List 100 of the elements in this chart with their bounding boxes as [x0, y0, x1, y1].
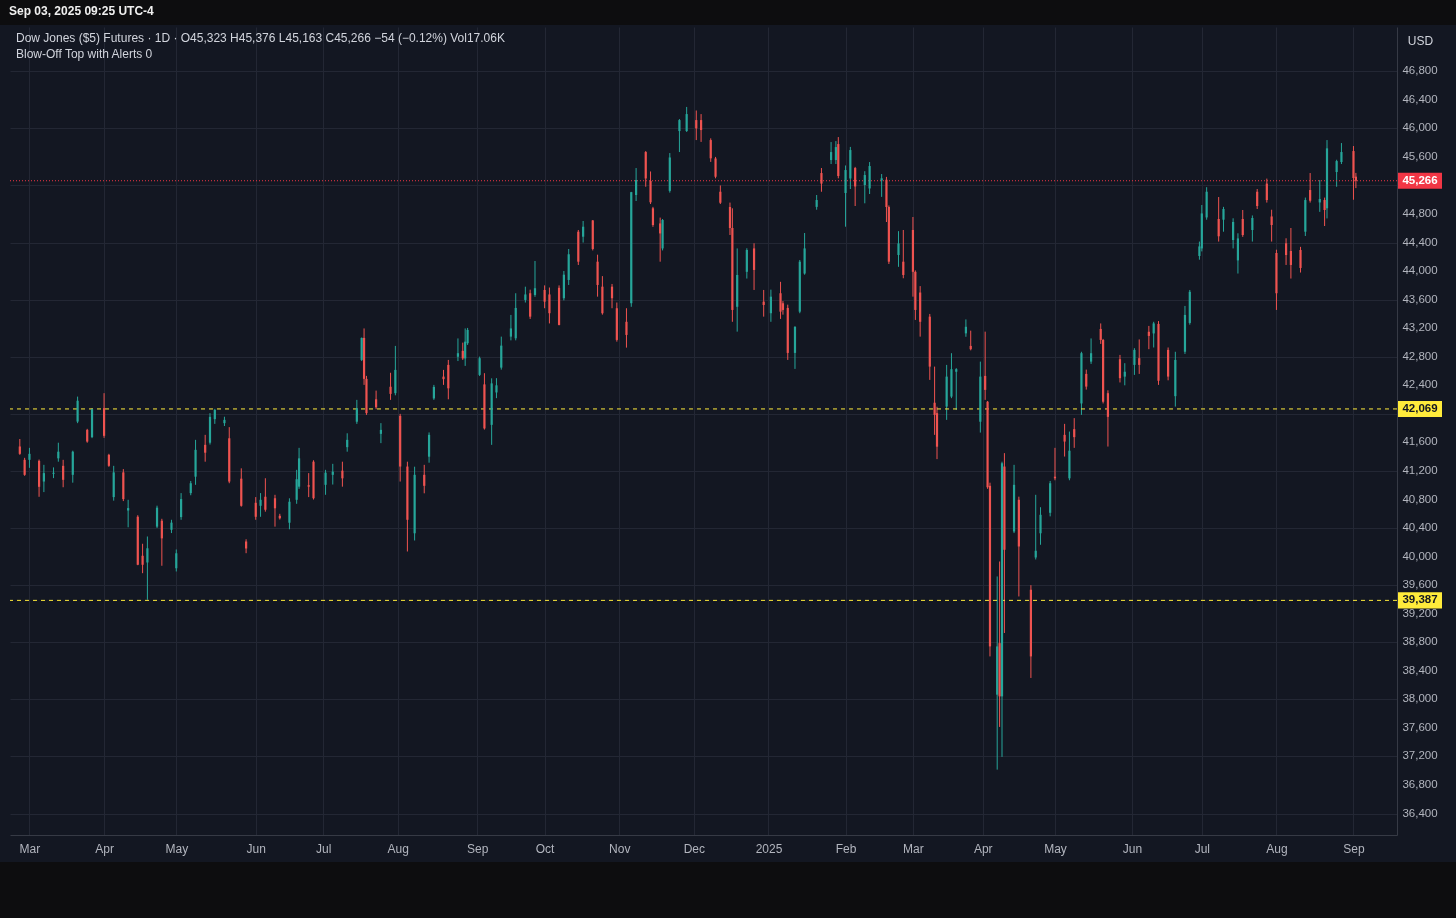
y-tick-label: 39,600	[1402, 578, 1438, 591]
candlestick	[678, 118, 681, 153]
candlestick	[1232, 217, 1235, 249]
candlestick	[423, 464, 426, 494]
candlestick	[709, 137, 712, 163]
candlestick	[456, 337, 460, 362]
candlestick	[897, 230, 900, 268]
candlestick	[324, 469, 327, 496]
candlestick	[596, 254, 599, 298]
candlestick	[264, 477, 267, 513]
candlestick	[427, 431, 431, 464]
candlestick	[495, 377, 498, 399]
candlestick	[1323, 197, 1326, 227]
candlestick	[533, 260, 537, 298]
x-tick-label: Aug	[387, 841, 409, 856]
candlestick	[389, 372, 392, 401]
y-tick-label: 41,600	[1402, 435, 1438, 448]
y-tick-label: 38,000	[1402, 692, 1438, 705]
y-tick-label: 44,800	[1402, 207, 1438, 220]
candlestick	[155, 505, 159, 529]
candlestick	[307, 472, 310, 498]
candlestick	[634, 167, 638, 202]
candlestick	[394, 345, 397, 396]
candlestick	[1063, 423, 1066, 458]
y-tick-label: 43,200	[1402, 321, 1438, 334]
candlestick	[1152, 321, 1155, 348]
candlestick	[180, 492, 183, 521]
y-tick-label: 46,800	[1402, 64, 1438, 77]
y-tick-label: 36,400	[1402, 806, 1438, 819]
candlestick	[1236, 232, 1240, 275]
candlestick	[529, 289, 532, 320]
candlestick	[714, 156, 717, 179]
candlestick	[1299, 246, 1302, 274]
ref-line-label: 45,266	[1402, 173, 1438, 186]
candlestick	[62, 459, 65, 488]
x-tick-label: Jun	[1122, 841, 1143, 856]
candlestick	[1241, 209, 1244, 238]
y-tick-label: 42,400	[1402, 378, 1438, 391]
y-tick-label: 41,200	[1402, 463, 1438, 476]
candlestick	[902, 229, 905, 279]
candlestick	[360, 336, 363, 362]
candlestick	[509, 314, 513, 341]
candlestick	[141, 543, 144, 574]
candlestick	[745, 247, 748, 280]
candlestick	[1085, 369, 1088, 391]
x-tick-label: Apr	[973, 841, 993, 856]
candlestick	[1335, 159, 1338, 188]
candlestick	[1118, 354, 1122, 383]
y-tick-label: 38,400	[1402, 663, 1438, 676]
candlestick	[779, 281, 782, 320]
x-tick-label: Dec	[683, 841, 706, 856]
y-tick-label: 43,600	[1402, 292, 1438, 305]
candlestick	[548, 287, 551, 324]
candlestick	[76, 396, 79, 424]
candlestick	[1284, 237, 1288, 266]
x-tick-label: Aug	[1266, 841, 1288, 856]
y-tick-label: 44,000	[1402, 264, 1438, 277]
y-tick-label: 37,200	[1402, 749, 1438, 762]
y-tick-label: 37,600	[1402, 720, 1438, 733]
candlestick	[1289, 227, 1292, 280]
y-axis-title: USD	[1407, 33, 1434, 48]
candlestick	[719, 184, 722, 205]
y-tick-label: 40,400	[1402, 521, 1438, 534]
x-tick-label: 2025	[755, 841, 783, 856]
y-tick-label: 40,000	[1402, 549, 1438, 562]
candlestick	[868, 161, 871, 195]
x-tick-label: Feb	[835, 841, 857, 856]
candlestick	[259, 492, 262, 518]
y-tick-label: 44,400	[1402, 235, 1438, 248]
x-tick-label: Jul	[1194, 841, 1210, 856]
x-tick-label: Oct	[535, 841, 556, 856]
candlestick	[1222, 206, 1225, 233]
x-tick-label: Nov	[609, 841, 631, 856]
candlestick	[863, 170, 866, 204]
x-tick-label: May	[165, 841, 189, 856]
candlestick	[42, 464, 45, 493]
candlestick	[543, 284, 546, 309]
candlestick	[355, 399, 358, 425]
x-tick-label: May	[1044, 841, 1067, 856]
y-tick-label: 40,800	[1402, 492, 1438, 505]
candlestick	[1270, 209, 1273, 243]
candlestick	[288, 497, 291, 530]
candlestick	[699, 113, 703, 143]
x-tick-label: Jun	[246, 841, 266, 856]
x-tick-label: Jul	[315, 841, 332, 856]
ref-line-label: 39,387	[1402, 593, 1438, 606]
candlestick	[127, 499, 130, 528]
candlestick	[1039, 506, 1042, 546]
candlestick	[1089, 337, 1093, 365]
candlestick	[649, 170, 652, 205]
candlestick	[1138, 338, 1141, 375]
candlestick	[752, 242, 756, 291]
candlestick	[175, 548, 178, 572]
x-tick-label: Mar	[903, 841, 924, 856]
candlestick	[146, 536, 149, 601]
candlestick	[478, 356, 481, 377]
candlestick	[1123, 362, 1126, 386]
candlestick	[245, 538, 248, 554]
y-tick-label: 42,800	[1402, 349, 1438, 362]
candlestick	[273, 494, 277, 528]
